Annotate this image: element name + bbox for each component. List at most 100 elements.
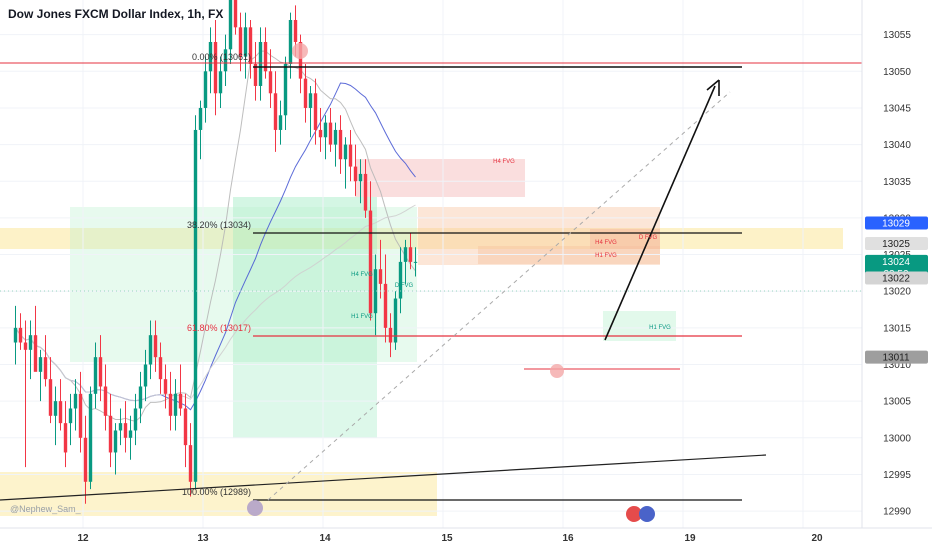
price-tick-label: 13040 [883, 140, 911, 151]
candle-body [208, 41, 213, 72]
candle-body [43, 357, 48, 380]
price-tick-label: 13010 [883, 360, 911, 371]
price-tick-label: 13000 [883, 433, 911, 444]
dashed-projection-line [267, 91, 731, 501]
time-tick-label: 14 [319, 533, 331, 544]
fvg-zone-label: H1 FVG [351, 314, 373, 320]
candle-body [368, 210, 373, 314]
yellow-zone-lower [0, 472, 437, 516]
candle-body [28, 335, 33, 350]
candle-body [98, 357, 103, 387]
candle-body [333, 129, 338, 145]
time-tick-label: 19 [684, 533, 696, 544]
candle-body [263, 41, 268, 72]
candle-body [183, 408, 188, 446]
price-tag-label: 13025 [882, 239, 910, 250]
candle-body [18, 327, 23, 343]
rising-trendline [0, 454, 767, 501]
candle-body [288, 19, 293, 64]
fvg-zone-label: H4 FVG [351, 272, 373, 278]
candle-body [143, 364, 148, 387]
price-tag [865, 237, 928, 251]
candle-body [78, 393, 83, 438]
fvg-zone [233, 197, 377, 362]
candle-body [243, 27, 248, 57]
candle-body [233, 0, 238, 28]
price-tag-label: 13024 [882, 257, 910, 268]
candle-body [248, 27, 253, 64]
fvg-zone-label: H1 FVG [595, 253, 617, 259]
candle-body [198, 107, 203, 130]
candle-body [278, 115, 283, 130]
candle-body [378, 269, 383, 284]
candle-body [383, 283, 388, 328]
candle-body [53, 401, 58, 416]
time-tick-label: 16 [562, 533, 574, 544]
candle-body [403, 247, 408, 262]
price-tick-label: 12995 [883, 470, 911, 481]
price-tick-label: 13055 [883, 30, 911, 41]
projection-arrow [604, 85, 716, 341]
candle-body [253, 63, 258, 86]
fvg-zone-label: H1 FVG [649, 325, 671, 331]
candle-body [193, 129, 198, 482]
candle-body [138, 386, 143, 409]
price-tick-label: 13005 [883, 397, 911, 408]
event-flag-icon[interactable] [639, 506, 655, 522]
candle-body [118, 423, 123, 431]
candle-body [223, 49, 228, 72]
candle-body [408, 247, 413, 262]
candle-body [168, 393, 173, 416]
candle-body [178, 393, 183, 409]
candle-body [363, 173, 368, 211]
candle-body [93, 357, 98, 394]
candle-body [358, 173, 363, 182]
event-flag-icon[interactable] [626, 506, 642, 522]
candle-body [328, 122, 333, 145]
candle-body [148, 335, 153, 365]
time-tick-label: 12 [77, 533, 89, 544]
fvg-zone-label: H4 FVG [493, 159, 515, 165]
price-tick-label: 12990 [883, 507, 911, 518]
candle-body [353, 166, 358, 182]
candle-body [303, 78, 308, 108]
candle-body [413, 261, 418, 263]
candle-body [338, 129, 343, 160]
fvg-zone [590, 229, 660, 249]
price-tick-label: 13015 [883, 323, 911, 334]
candle-body [23, 342, 28, 350]
candle-body [398, 261, 403, 299]
candle-body [13, 327, 18, 343]
price-tick-label: 13035 [883, 177, 911, 188]
price-tag [865, 216, 928, 230]
candle-body [293, 19, 298, 42]
candle-body [228, 0, 233, 50]
candle-body [113, 430, 118, 453]
candle-body [298, 41, 303, 79]
high-marker-icon [292, 43, 308, 59]
chart-title: Dow Jones FXCM Dollar Index, 1h, FX [8, 7, 223, 21]
low-marker-icon [550, 364, 564, 378]
price-tag-label: 13011 [882, 353, 910, 364]
candle-body [153, 335, 158, 358]
candle-body [33, 335, 38, 372]
candle-body [218, 71, 223, 94]
moving-average-grey-slow [15, 204, 416, 402]
candle-body [158, 357, 163, 380]
price-tag [865, 271, 928, 285]
candle-body [373, 269, 378, 314]
candle-body [128, 430, 133, 438]
candle-body [313, 93, 318, 130]
author-watermark: @Nephew_Sam_ [10, 504, 82, 514]
time-tick-label: 20 [811, 533, 823, 544]
candle-body [343, 144, 348, 160]
fib-level-label: 61.80% (13017) [187, 323, 251, 333]
candle-body [393, 298, 398, 343]
candle-body [123, 423, 128, 438]
candle-body [38, 357, 43, 372]
fib-level-label: 38.20% (13034) [187, 220, 251, 230]
candle-body [73, 393, 78, 409]
